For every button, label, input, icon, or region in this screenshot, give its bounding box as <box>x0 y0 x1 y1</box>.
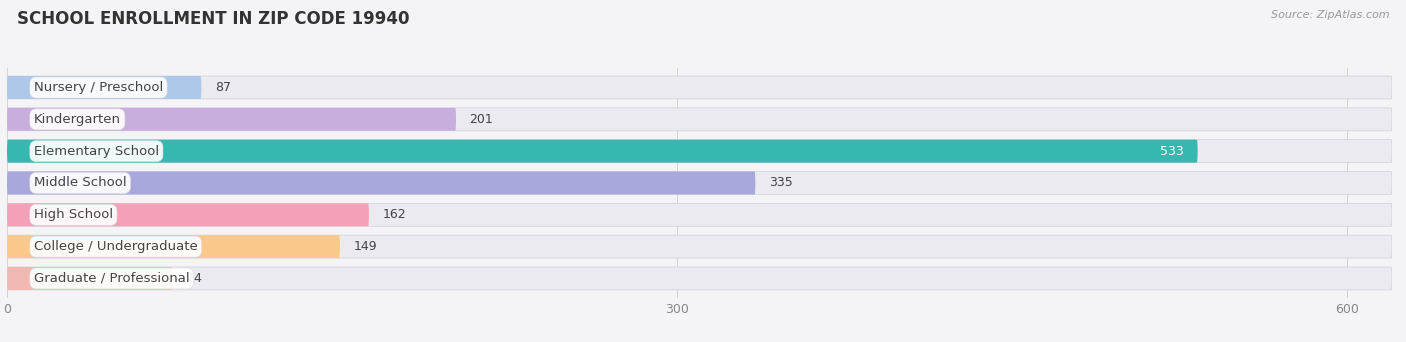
FancyBboxPatch shape <box>7 108 456 131</box>
Text: 74: 74 <box>186 272 201 285</box>
Text: Elementary School: Elementary School <box>34 145 159 158</box>
Text: 149: 149 <box>353 240 377 253</box>
Text: 201: 201 <box>470 113 494 126</box>
Text: 87: 87 <box>215 81 231 94</box>
Text: 335: 335 <box>769 176 793 189</box>
FancyBboxPatch shape <box>7 140 1198 162</box>
Text: Source: ZipAtlas.com: Source: ZipAtlas.com <box>1271 10 1389 20</box>
FancyBboxPatch shape <box>7 108 1392 131</box>
FancyBboxPatch shape <box>7 76 201 99</box>
FancyBboxPatch shape <box>7 203 1392 226</box>
Text: 162: 162 <box>382 208 406 221</box>
Text: Kindergarten: Kindergarten <box>34 113 121 126</box>
Text: Nursery / Preschool: Nursery / Preschool <box>34 81 163 94</box>
FancyBboxPatch shape <box>7 267 1392 290</box>
Text: High School: High School <box>34 208 112 221</box>
Text: Middle School: Middle School <box>34 176 127 189</box>
FancyBboxPatch shape <box>7 76 1392 99</box>
FancyBboxPatch shape <box>7 235 340 258</box>
FancyBboxPatch shape <box>7 267 173 290</box>
FancyBboxPatch shape <box>7 171 1392 194</box>
Text: Graduate / Professional: Graduate / Professional <box>34 272 190 285</box>
Text: SCHOOL ENROLLMENT IN ZIP CODE 19940: SCHOOL ENROLLMENT IN ZIP CODE 19940 <box>17 10 409 28</box>
FancyBboxPatch shape <box>7 140 1392 162</box>
Text: 533: 533 <box>1160 145 1184 158</box>
FancyBboxPatch shape <box>7 203 368 226</box>
FancyBboxPatch shape <box>7 171 755 194</box>
Text: College / Undergraduate: College / Undergraduate <box>34 240 198 253</box>
FancyBboxPatch shape <box>7 235 1392 258</box>
